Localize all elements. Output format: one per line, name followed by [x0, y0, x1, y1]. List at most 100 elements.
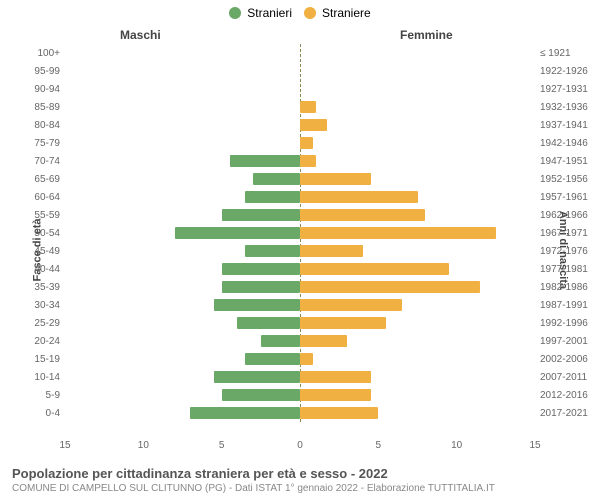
- age-label: 5-9: [10, 386, 60, 404]
- bar-male[interactable]: [245, 245, 300, 257]
- table-row: [65, 332, 535, 350]
- bar-female[interactable]: [300, 101, 316, 113]
- birth-year-label: 1932-1936: [540, 98, 598, 116]
- birth-year-label: 2012-2016: [540, 386, 598, 404]
- table-row: [65, 170, 535, 188]
- birth-year-label: ≤ 1921: [540, 44, 598, 62]
- bar-male[interactable]: [222, 209, 300, 221]
- age-label: 40-44: [10, 260, 60, 278]
- table-row: [65, 206, 535, 224]
- table-row: [65, 386, 535, 404]
- birth-year-label: 2007-2011: [540, 368, 598, 386]
- birth-year-label: 1987-1991: [540, 296, 598, 314]
- bar-female[interactable]: [300, 335, 347, 347]
- age-label: 65-69: [10, 170, 60, 188]
- bar-male[interactable]: [230, 155, 301, 167]
- x-tick: 10: [451, 440, 462, 451]
- bar-female[interactable]: [300, 173, 371, 185]
- bar-male[interactable]: [245, 353, 300, 365]
- bar-male[interactable]: [214, 371, 300, 383]
- table-row: [65, 296, 535, 314]
- age-label: 70-74: [10, 152, 60, 170]
- age-label: 10-14: [10, 368, 60, 386]
- bar-male[interactable]: [222, 281, 300, 293]
- chart-title: Popolazione per cittadinanza straniera p…: [12, 466, 495, 481]
- bar-female[interactable]: [300, 155, 316, 167]
- bar-male[interactable]: [253, 173, 300, 185]
- bar-male[interactable]: [190, 407, 300, 419]
- x-tick: 10: [138, 440, 149, 451]
- bar-female[interactable]: [300, 353, 313, 365]
- bar-female[interactable]: [300, 227, 496, 239]
- bar-female[interactable]: [300, 317, 386, 329]
- age-label: 55-59: [10, 206, 60, 224]
- age-label: 35-39: [10, 278, 60, 296]
- bar-female[interactable]: [300, 191, 418, 203]
- header-maschi: Maschi: [120, 28, 161, 42]
- bar-female[interactable]: [300, 209, 425, 221]
- bar-male[interactable]: [175, 227, 300, 239]
- birth-year-label: 1982-1986: [540, 278, 598, 296]
- chart-footer: Popolazione per cittadinanza straniera p…: [12, 466, 495, 494]
- table-row: [65, 260, 535, 278]
- age-label: 80-84: [10, 116, 60, 134]
- legend-item-0[interactable]: Stranieri: [229, 6, 292, 20]
- age-label: 75-79: [10, 134, 60, 152]
- legend-dot-icon: [304, 7, 316, 19]
- x-tick: 5: [219, 440, 225, 451]
- chart-subtitle: COMUNE DI CAMPELLO SUL CLITUNNO (PG) - D…: [12, 483, 495, 494]
- x-tick: 5: [376, 440, 382, 451]
- table-row: [65, 278, 535, 296]
- birth-year-label: 1952-1956: [540, 170, 598, 188]
- bar-female[interactable]: [300, 281, 480, 293]
- bar-female[interactable]: [300, 299, 402, 311]
- table-row: [65, 188, 535, 206]
- birth-year-label: 1972-1976: [540, 242, 598, 260]
- bar-female[interactable]: [300, 371, 371, 383]
- age-label: 30-34: [10, 296, 60, 314]
- age-label: 95-99: [10, 62, 60, 80]
- bar-female[interactable]: [300, 245, 363, 257]
- legend-label: Stranieri: [247, 6, 292, 20]
- bar-male[interactable]: [245, 191, 300, 203]
- bar-male[interactable]: [222, 263, 300, 275]
- bar-female[interactable]: [300, 407, 378, 419]
- birth-year-label: 2002-2006: [540, 350, 598, 368]
- birth-year-label: 1962-1966: [540, 206, 598, 224]
- age-label: 60-64: [10, 188, 60, 206]
- bar-male[interactable]: [222, 389, 300, 401]
- age-label: 25-29: [10, 314, 60, 332]
- table-row: [65, 116, 535, 134]
- age-label: 100+: [10, 44, 60, 62]
- birth-year-label: 1997-2001: [540, 332, 598, 350]
- table-row: [65, 404, 535, 422]
- bar-male[interactable]: [261, 335, 300, 347]
- bar-female[interactable]: [300, 389, 371, 401]
- bar-female[interactable]: [300, 137, 313, 149]
- birth-year-label: 1937-1941: [540, 116, 598, 134]
- age-label: 85-89: [10, 98, 60, 116]
- table-row: [65, 368, 535, 386]
- age-label: 15-19: [10, 350, 60, 368]
- x-axis-ticks: 15105051015: [65, 440, 535, 460]
- bar-male[interactable]: [237, 317, 300, 329]
- birth-year-label: 1957-1961: [540, 188, 598, 206]
- birth-year-label: 1947-1951: [540, 152, 598, 170]
- age-label: 45-49: [10, 242, 60, 260]
- table-row: [65, 134, 535, 152]
- x-tick: 0: [297, 440, 303, 451]
- age-label: 50-54: [10, 224, 60, 242]
- table-row: [65, 44, 535, 62]
- birth-year-label: 1967-1971: [540, 224, 598, 242]
- birth-year-label: 1942-1946: [540, 134, 598, 152]
- population-pyramid: [65, 44, 535, 422]
- legend: Stranieri Straniere: [0, 6, 600, 22]
- legend-item-1[interactable]: Straniere: [304, 6, 371, 20]
- table-row: [65, 98, 535, 116]
- bar-male[interactable]: [214, 299, 300, 311]
- bar-female[interactable]: [300, 119, 327, 131]
- header-femmine: Femmine: [400, 28, 453, 42]
- table-row: [65, 152, 535, 170]
- bar-female[interactable]: [300, 263, 449, 275]
- age-label: 90-94: [10, 80, 60, 98]
